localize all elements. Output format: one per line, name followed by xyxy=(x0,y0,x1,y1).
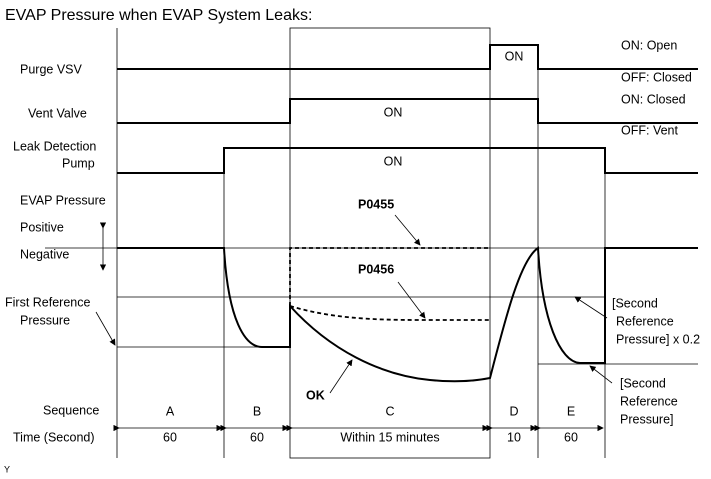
note: OFF: Vent xyxy=(621,123,678,137)
row-label: Positive xyxy=(20,220,64,234)
annotation: Reference xyxy=(620,394,678,408)
frame xyxy=(45,27,698,459)
annotation: [Second xyxy=(612,296,658,310)
row-label: Negative xyxy=(20,247,69,261)
signal-label: ON xyxy=(384,154,403,168)
footer: Y xyxy=(4,464,10,474)
sequence-label: D xyxy=(509,404,518,418)
row-label: EVAP Pressure xyxy=(20,193,106,207)
annotation: Reference xyxy=(616,314,674,328)
sequence-label: C xyxy=(385,404,394,418)
time-label: 60 xyxy=(564,430,578,444)
row-label: Vent Valve xyxy=(28,106,87,120)
row-label: Purge VSV xyxy=(20,62,83,76)
sequence-table: A B C D E 60 60 Within 15 minutes 10 60 xyxy=(163,404,578,444)
arrows xyxy=(95,214,613,432)
note: ON: Open xyxy=(621,38,677,52)
signal-label: ON xyxy=(505,49,524,63)
title: EVAP Pressure when EVAP System Leaks: xyxy=(5,7,312,24)
note: OFF: Closed xyxy=(621,70,692,84)
time-label: 10 xyxy=(507,430,521,444)
row-label: Leak Detection xyxy=(13,139,96,153)
signals xyxy=(117,44,698,383)
curve-label: P0455 xyxy=(358,197,394,211)
row-label: Pressure xyxy=(20,313,70,327)
time-label: Within 15 minutes xyxy=(340,430,439,444)
row-label: Time (Second) xyxy=(13,430,95,444)
note: ON: Closed xyxy=(621,92,686,106)
sequence-label: E xyxy=(567,404,575,418)
curve-label: OK xyxy=(306,388,325,402)
sequence-label: A xyxy=(166,404,175,418)
signal-label: ON xyxy=(384,105,403,119)
annotation: [Second xyxy=(620,376,666,390)
row-label: First Reference xyxy=(5,295,90,309)
annotation: Pressure] x 0.2 xyxy=(616,332,700,346)
sequence-label: B xyxy=(253,404,261,418)
row-label: Sequence xyxy=(43,403,99,417)
row-label: Pump xyxy=(62,156,95,170)
curve-label: P0456 xyxy=(358,262,394,276)
annotation: Pressure] xyxy=(620,412,674,426)
time-label: 60 xyxy=(250,430,264,444)
time-label: 60 xyxy=(163,430,177,444)
